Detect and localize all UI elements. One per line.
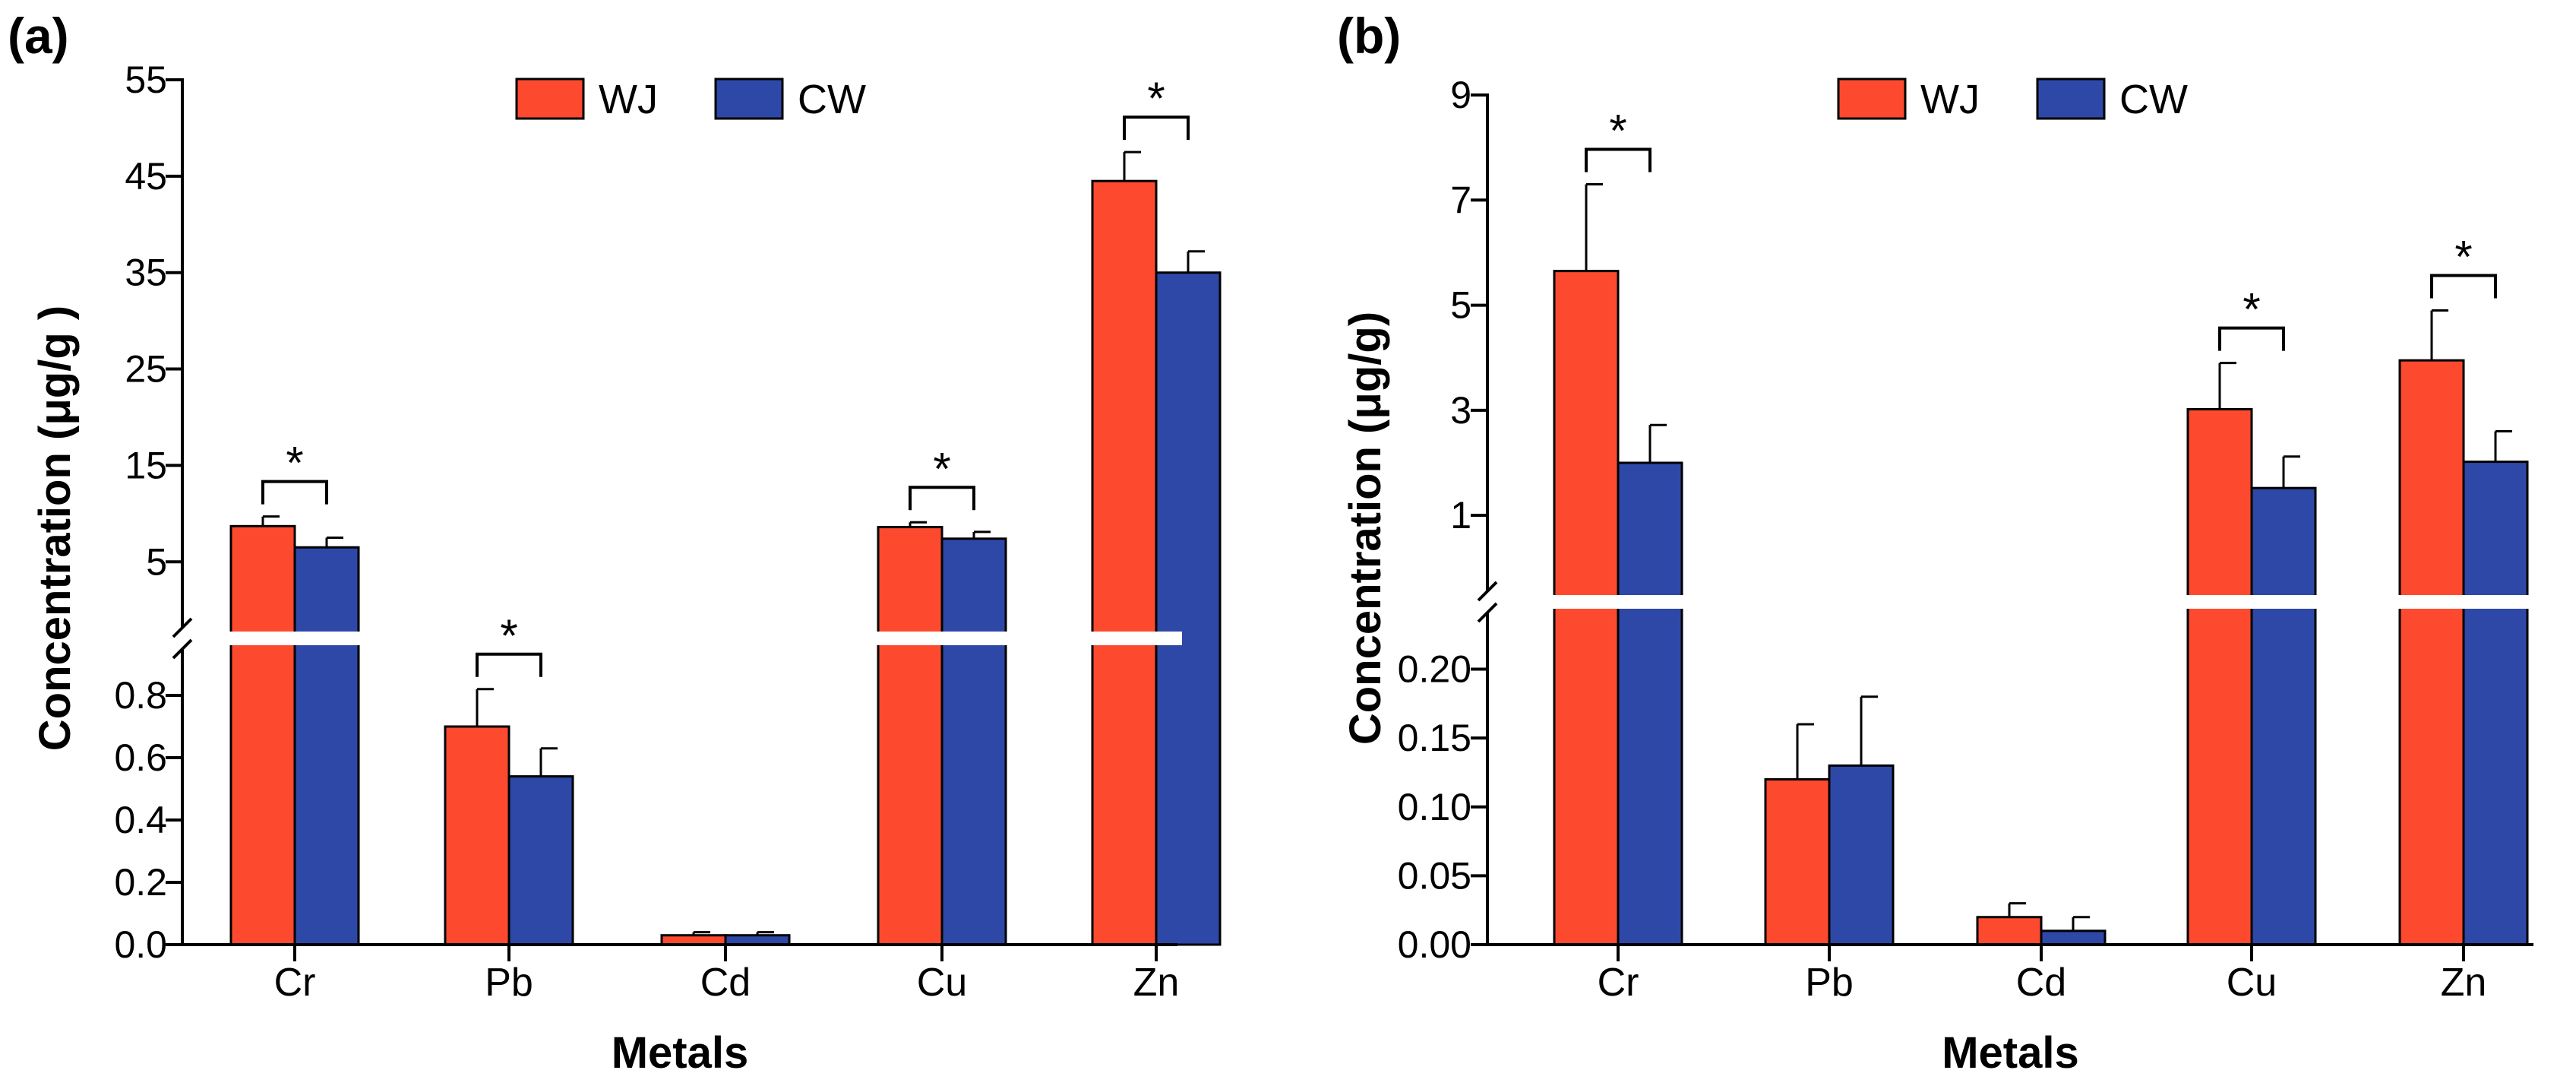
significance-star-cu: * bbox=[2243, 284, 2260, 335]
significance-star-cu: * bbox=[933, 443, 950, 494]
significance-bracket-pb bbox=[476, 652, 542, 677]
bar-wj-zn bbox=[1091, 179, 1158, 946]
y-tick-label: 0.15 bbox=[1398, 717, 1471, 759]
bar-cw-zn bbox=[1155, 271, 1222, 946]
bar-wj-cu bbox=[2186, 407, 2253, 946]
significance-star-zn: * bbox=[1147, 73, 1165, 124]
y-tick-label: 0.10 bbox=[1398, 786, 1471, 828]
y-tick-label: 55 bbox=[125, 59, 167, 101]
x-tick-label: Cd bbox=[2016, 961, 2066, 1005]
y-tick-label: 0.05 bbox=[1398, 854, 1471, 897]
legend-label-cw: CW bbox=[2119, 77, 2188, 122]
y-tick-label: 0.4 bbox=[114, 799, 167, 841]
bar-wj-cd bbox=[1976, 916, 2043, 946]
y-tick-label: 5 bbox=[146, 540, 167, 583]
y-tick-label: 25 bbox=[125, 348, 167, 391]
axis-break-mark bbox=[172, 638, 193, 660]
legend-swatch-wj bbox=[1837, 78, 1907, 120]
axis-break-mark bbox=[172, 617, 193, 638]
panel-label: (b) bbox=[1337, 8, 1401, 64]
significance-star-pb: * bbox=[500, 610, 517, 661]
panel-label: (a) bbox=[8, 8, 69, 64]
x-tick-label: Zn bbox=[1133, 961, 1180, 1005]
x-tick-label: Zn bbox=[2441, 961, 2487, 1005]
x-tick-label: Cr bbox=[1598, 961, 1639, 1005]
significance-bracket-cu bbox=[909, 486, 975, 511]
axis-break-mark bbox=[1477, 581, 1498, 602]
legend-swatch-cw bbox=[714, 78, 784, 120]
significance-bracket-cu bbox=[2218, 326, 2285, 351]
x-tick-label: Cd bbox=[700, 961, 751, 1005]
significance-bracket-zn bbox=[2430, 274, 2497, 299]
bar-cw-cr bbox=[293, 546, 360, 946]
y-tick-label: 0.8 bbox=[114, 674, 167, 717]
x-tick-label: Cu bbox=[2227, 961, 2277, 1005]
y-tick-label: 5 bbox=[1450, 284, 1471, 327]
bar-wj-zn bbox=[2398, 359, 2465, 946]
bar-wj-cr bbox=[229, 524, 296, 946]
y-axis-title: Concentration (μg/g) bbox=[1341, 312, 1390, 745]
bar-wj-pb bbox=[444, 725, 510, 946]
x-axis-title: Metals bbox=[1942, 1028, 2079, 1078]
y-tick-label: 0.0 bbox=[114, 923, 167, 966]
y-tick-label: 15 bbox=[125, 444, 167, 486]
bar-cw-pb bbox=[507, 775, 574, 946]
legend-label-wj: WJ bbox=[599, 77, 658, 122]
y-tick-label: 1 bbox=[1450, 494, 1471, 537]
bar-cw-zn bbox=[2462, 461, 2529, 946]
x-tick-label: Cr bbox=[274, 961, 316, 1005]
panel-b-chart: (b) 0.00 0.05 0.10 0.15 0.20 1 3 5 7 9 Cr Pb Cd Cu Zn Me… bbox=[1337, 8, 2538, 1078]
significance-star-cr: * bbox=[1609, 106, 1626, 157]
axis-break-band bbox=[178, 632, 1182, 645]
axis-break-mark bbox=[1477, 602, 1498, 623]
bar-cw-cu bbox=[2250, 486, 2317, 946]
y-tick-label: 35 bbox=[125, 252, 167, 294]
legend-label-wj: WJ bbox=[1920, 77, 1980, 122]
panel-a-chart: (a) 0.0 0.2 0.4 0.6 0.8 5 15 25 35 45 55 Cr Pb Cd Cu Zn M… bbox=[8, 8, 1222, 1078]
x-axis-title: Metals bbox=[612, 1028, 749, 1078]
x-tick-label: Pb bbox=[485, 961, 533, 1005]
y-tick-label: 0.00 bbox=[1398, 923, 1471, 966]
bar-cw-pb bbox=[1828, 764, 1895, 946]
significance-bracket-cr bbox=[261, 480, 328, 505]
bar-cw-cd bbox=[2040, 929, 2107, 946]
y-tick-label: 7 bbox=[1450, 179, 1471, 221]
y-tick-label: 9 bbox=[1450, 74, 1471, 116]
axis-break-band bbox=[1483, 595, 2538, 609]
y-tick-label: 3 bbox=[1450, 389, 1471, 432]
legend-label-cw: CW bbox=[798, 77, 866, 122]
significance-star-zn: * bbox=[2454, 231, 2472, 282]
bar-wj-pb bbox=[1764, 778, 1831, 946]
bar-cw-cr bbox=[1617, 461, 1683, 946]
legend-swatch-cw bbox=[2036, 78, 2106, 120]
y-tick-label: 45 bbox=[125, 155, 167, 198]
x-tick-label: Cu bbox=[917, 961, 967, 1005]
y-tick-label: 0.6 bbox=[114, 736, 167, 779]
legend-swatch-wj bbox=[515, 78, 585, 120]
significance-bracket-cr bbox=[1585, 147, 1651, 173]
significance-star-cr: * bbox=[286, 438, 303, 489]
y-tick-label: 0.20 bbox=[1398, 648, 1471, 691]
significance-bracket-zn bbox=[1123, 116, 1190, 141]
y-tick-label: 0.2 bbox=[114, 861, 167, 904]
bar-wj-cu bbox=[877, 526, 943, 946]
x-tick-label: Pb bbox=[1805, 961, 1854, 1005]
bar-cw-cu bbox=[940, 537, 1007, 946]
y-axis-title: Concentration (μg/g ) bbox=[30, 306, 80, 751]
